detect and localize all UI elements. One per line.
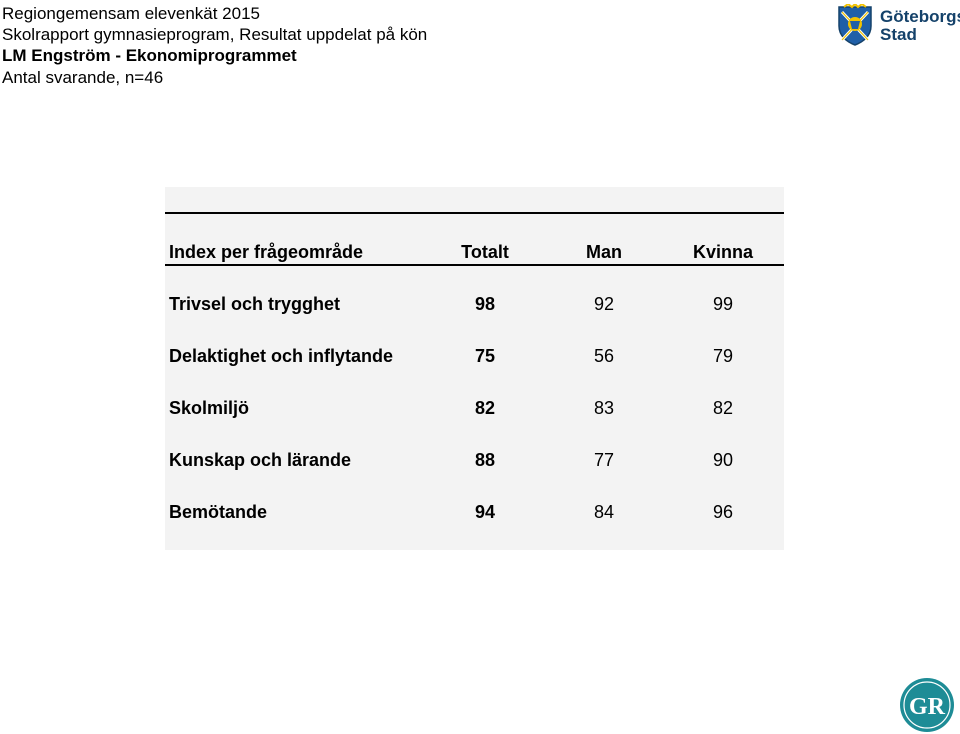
row-man: 56: [593, 346, 615, 366]
row-totalt: 98: [474, 294, 496, 314]
column-header-totalt: Totalt: [461, 242, 509, 262]
column-header-area: Index per frågeområde: [169, 242, 364, 262]
respondent-count: Antal svarande, n=46: [2, 68, 164, 87]
row-label: Bemötande: [169, 502, 268, 522]
row-kvinna: 79: [712, 346, 734, 366]
row-totalt: 82: [474, 398, 496, 418]
row-kvinna: 99: [712, 294, 734, 314]
gr-logo-icon: GR: [900, 678, 954, 732]
table-top-rule: [165, 212, 784, 214]
row-label: Delaktighet och inflytande: [169, 346, 394, 366]
row-totalt: 88: [474, 450, 496, 470]
row-kvinna: 90: [712, 450, 734, 470]
coat-of-arms-icon: [838, 2, 872, 46]
column-header-kvinna: Kvinna: [692, 242, 753, 262]
report-subtitle: Skolrapport gymnasieprogram, Resultat up…: [2, 25, 428, 44]
row-label: Skolmiljö: [169, 398, 250, 418]
column-header-man: Man: [586, 242, 622, 262]
row-totalt: 94: [474, 502, 496, 522]
row-label: Kunskap och lärande: [169, 450, 352, 470]
row-totalt: 75: [474, 346, 496, 366]
logo-line-2: Stad: [880, 25, 917, 44]
gr-logo-text: GR: [909, 694, 946, 720]
row-kvinna: 82: [712, 398, 734, 418]
row-label: Trivsel och trygghet: [169, 294, 341, 314]
school-program: LM Engström - Ekonomiprogrammet: [2, 46, 297, 65]
row-kvinna: 96: [712, 502, 734, 522]
row-man: 83: [593, 398, 615, 418]
index-table: Index per frågeområde Totalt Man Kvinna …: [165, 187, 784, 550]
row-man: 92: [593, 294, 615, 314]
goteborgs-stad-logo: Göteborgs Stad: [836, 2, 960, 46]
report-title: Regiongemensam elevenkät 2015: [2, 4, 261, 23]
header-rule: [165, 264, 784, 266]
row-man: 84: [593, 502, 615, 522]
logo-line-1: Göteborgs: [880, 7, 960, 26]
row-man: 77: [593, 450, 615, 470]
